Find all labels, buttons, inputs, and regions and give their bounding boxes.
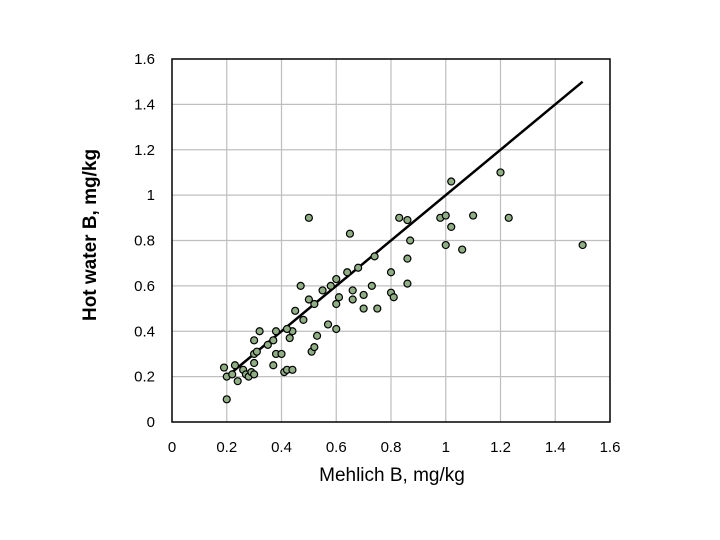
data-point (288, 365, 297, 374)
x-axis-tick-labels: 0 0.2 0.4 0.6 0.8 1 1.2 1.4 1.6 (168, 439, 621, 456)
data-point (230, 361, 240, 370)
data-point (323, 320, 333, 329)
y-tick-label: 1.6 (134, 51, 155, 68)
data-point (222, 395, 231, 404)
data-point (252, 347, 261, 356)
data-point (403, 279, 412, 288)
data-point (285, 333, 294, 343)
data-point (291, 306, 300, 315)
x-tick-label: 0.6 (326, 439, 347, 456)
data-point (233, 377, 242, 386)
data-point (250, 358, 259, 368)
x-tick-label: 1.6 (600, 439, 621, 456)
data-point (343, 268, 352, 277)
data-point (389, 293, 398, 302)
y-tick-label: 0.4 (134, 323, 155, 340)
data-point (310, 299, 319, 309)
data-point (228, 370, 237, 379)
y-axis-title: Hot water B, mg/kg (80, 149, 101, 321)
x-tick-label: 1.2 (490, 439, 511, 456)
y-tick-label: 0.2 (134, 369, 155, 386)
data-point (373, 304, 382, 313)
y-tick-label: 1.4 (134, 96, 155, 113)
data-point (447, 222, 456, 231)
x-tick-label: 0 (168, 439, 176, 456)
data-point (469, 211, 478, 220)
data-point (370, 252, 379, 261)
data-point (271, 327, 281, 336)
data-point (304, 213, 313, 222)
data-point (348, 286, 357, 295)
y-tick-label: 1.2 (134, 142, 155, 159)
x-axis-title: Mehlich B, mg/kg (319, 465, 465, 486)
data-point (299, 315, 308, 325)
x-tick-label: 1.4 (545, 439, 566, 456)
data-point (441, 211, 450, 220)
data-point (359, 304, 368, 313)
data-point (250, 370, 259, 379)
data-point (326, 281, 335, 290)
data-point (441, 240, 450, 250)
data-point (255, 327, 264, 336)
data-point (332, 324, 341, 334)
data-point (269, 361, 278, 370)
x-tick-label: 0.2 (216, 439, 237, 456)
data-point (263, 340, 272, 349)
data-point (403, 215, 412, 225)
data-point (332, 299, 341, 309)
data-point (250, 336, 259, 345)
data-point (359, 290, 368, 300)
data-point (367, 281, 376, 290)
data-point (318, 286, 327, 295)
data-point (403, 254, 412, 263)
data-point (348, 295, 357, 304)
gridlines (172, 59, 610, 422)
one-to-one-line (225, 80, 584, 378)
y-tick-label: 0 (147, 414, 155, 431)
y-tick-label: 0.6 (134, 278, 155, 295)
data-point (496, 168, 505, 177)
data-point (310, 343, 319, 352)
x-tick-label: 1 (442, 439, 450, 456)
data-point (269, 336, 278, 345)
data-point (578, 240, 587, 250)
data-point (406, 236, 415, 245)
data-point (334, 293, 344, 302)
data-point (458, 245, 467, 254)
y-axis-tick-labels: 0 0.2 0.4 0.6 0.8 1 1.2 1.4 1.6 (134, 51, 155, 431)
data-point (312, 331, 322, 340)
data-point (277, 349, 286, 359)
data-point (296, 281, 305, 290)
data-point (504, 213, 513, 222)
data-point (332, 274, 341, 284)
data-point (447, 177, 456, 186)
data-point (386, 268, 396, 277)
y-tick-label: 0.8 (134, 233, 155, 250)
x-tick-label: 0.4 (271, 439, 292, 456)
y-tick-label: 1 (147, 187, 155, 204)
data-point (395, 213, 404, 222)
data-point (354, 263, 363, 272)
data-point (219, 363, 229, 372)
data-point (345, 229, 355, 238)
data-point (304, 295, 313, 304)
data-points (219, 168, 587, 404)
x-tick-label: 0.8 (381, 439, 402, 456)
plot-area (171, 58, 611, 423)
data-point (282, 324, 292, 334)
